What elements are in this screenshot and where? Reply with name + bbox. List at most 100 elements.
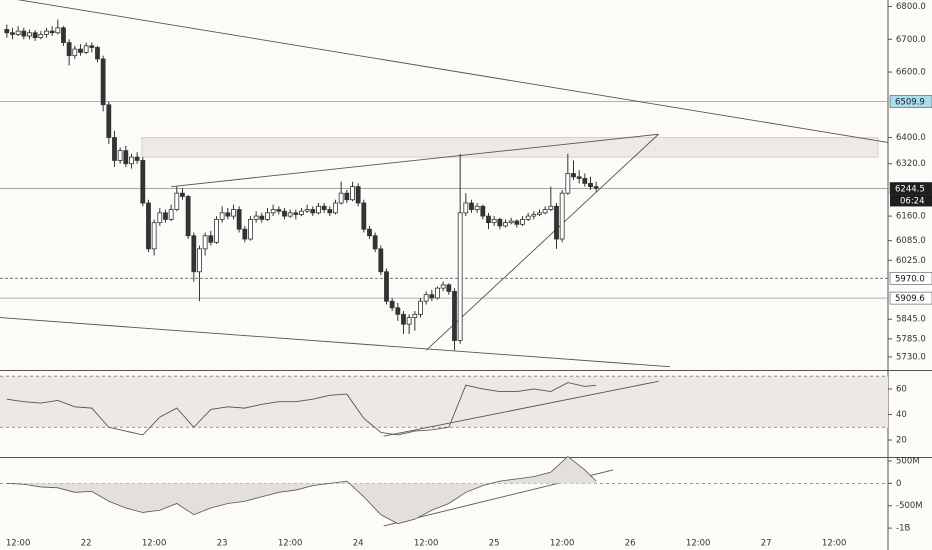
candle-body	[259, 215, 265, 220]
candle-body	[236, 209, 242, 230]
candle-body	[100, 58, 106, 106]
candle-body	[395, 307, 401, 315]
candle-body	[469, 202, 474, 210]
candle-body	[185, 196, 191, 237]
candle-body	[248, 218, 253, 240]
candle-body	[117, 150, 123, 161]
candle-body	[282, 210, 287, 217]
candle-body	[27, 32, 32, 37]
candle-body	[503, 222, 508, 227]
x-tick-label: 25	[489, 539, 500, 549]
y-tick-label: 20	[896, 436, 907, 446]
candle-body	[15, 30, 21, 35]
candle-body	[520, 218, 525, 225]
candle-body	[44, 30, 49, 35]
x-tick-label: 12:00	[414, 539, 439, 549]
y-tick-label: 40	[896, 410, 907, 420]
y-tick-label: 60	[896, 384, 907, 394]
y-tick-label: 6800.0	[896, 2, 926, 12]
candle-body	[129, 156, 134, 165]
x-tick-label: 23	[217, 539, 228, 549]
y-tick-label: 6320.0	[896, 159, 926, 169]
x-tick-label: 12:00	[822, 539, 847, 549]
candle-body	[316, 205, 321, 214]
candle-body	[21, 30, 27, 37]
trendline	[425, 133, 659, 351]
candle-body	[4, 29, 10, 34]
x-tick-label: 12:00	[6, 539, 31, 549]
candle-body	[49, 30, 55, 34]
candle-body	[355, 186, 361, 204]
band-fill	[0, 376, 888, 428]
candle-body	[531, 214, 537, 217]
y-tick-label: 5730.0	[896, 352, 926, 362]
indicator-line	[6, 455, 597, 525]
x-tick-label: 12:00	[686, 539, 711, 549]
candle-body	[480, 205, 486, 217]
y-tick-label: 0	[896, 479, 901, 489]
candle-body	[406, 317, 412, 325]
candle-body	[55, 27, 61, 34]
candle-body	[327, 209, 333, 214]
axis-layer: 6800.0 6700.0 6600.0 6400.0 6320.0 6160.0 6085…	[6, 2, 932, 549]
candle-body	[134, 156, 140, 161]
candle-body	[174, 192, 180, 210]
x-tick-label: 24	[353, 539, 364, 549]
candle-body	[350, 186, 355, 201]
trendline	[17, 0, 889, 143]
candle-body	[146, 202, 151, 250]
candle-body	[66, 42, 72, 57]
candle-body	[191, 235, 197, 273]
trendline	[0, 317, 670, 368]
candle-body	[435, 287, 440, 299]
y-tick-label: 6700.0	[896, 35, 926, 45]
candle-body	[242, 228, 248, 240]
price-label-box	[889, 272, 932, 285]
price-label: 5970.0	[895, 274, 925, 284]
candle-body	[446, 284, 452, 292]
candle-body	[276, 209, 282, 212]
price-zone	[141, 137, 879, 158]
candle-body	[588, 182, 593, 188]
candle-body	[491, 218, 497, 224]
candle-body	[537, 212, 542, 215]
candle-body	[123, 150, 129, 165]
candle-body	[293, 212, 299, 215]
candle-body	[384, 271, 389, 302]
candle-body	[514, 220, 520, 225]
price-label-box	[889, 95, 932, 108]
y-tick-label: 500M	[896, 456, 920, 466]
y-tick-label: 5785.0	[896, 334, 926, 344]
y-tick-label: 6400.0	[896, 133, 926, 143]
candle-body	[338, 192, 344, 204]
price-label: 6509.9	[895, 98, 925, 108]
candle-body	[10, 32, 15, 35]
candle-body	[576, 176, 582, 179]
candle-body	[401, 313, 406, 325]
candle-body	[486, 215, 491, 224]
x-tick-label: 26	[625, 539, 636, 549]
candle-body	[287, 212, 293, 217]
countdown-box	[890, 194, 932, 207]
candle-body	[554, 205, 559, 240]
candle-body	[78, 48, 83, 53]
candle-body	[219, 212, 225, 220]
y-tick-label: 5845.0	[896, 315, 926, 325]
candle-body	[418, 300, 423, 315]
candle-body	[225, 212, 231, 217]
price-label: 6244.5	[895, 184, 925, 194]
candle-body	[423, 294, 429, 302]
candle-body	[508, 220, 514, 224]
y-tick-label: 6600.0	[896, 68, 926, 78]
indicator-line	[6, 382, 597, 436]
candle-body	[151, 222, 157, 250]
candle-body	[593, 186, 599, 189]
candle-body	[474, 205, 480, 210]
candle-body	[310, 209, 316, 214]
candle-body	[112, 137, 117, 161]
candle-body	[389, 300, 395, 309]
y-tick-label: 6025.0	[896, 256, 926, 266]
candle-body	[106, 104, 112, 138]
